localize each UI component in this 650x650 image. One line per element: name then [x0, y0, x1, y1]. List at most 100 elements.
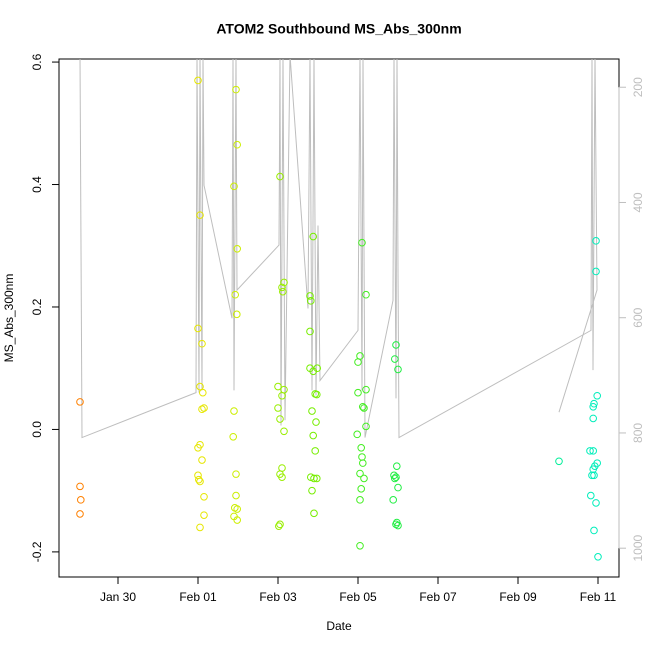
plot-frame	[58, 58, 620, 578]
y-tick-label: 0.2	[30, 298, 44, 315]
point	[392, 341, 400, 349]
point	[590, 399, 598, 408]
point	[589, 402, 598, 411]
point	[306, 292, 314, 300]
point	[77, 496, 85, 504]
point	[391, 355, 399, 363]
point	[312, 418, 320, 426]
point	[278, 283, 286, 292]
point	[232, 491, 240, 500]
point	[590, 526, 598, 535]
x-axis-label: Date	[326, 619, 352, 633]
point	[274, 404, 282, 412]
point	[356, 496, 364, 504]
y-tick-label: 0.6	[30, 53, 44, 70]
plot-area	[76, 59, 602, 561]
point	[195, 475, 203, 484]
point	[313, 364, 322, 373]
point	[357, 485, 366, 493]
point	[593, 391, 602, 400]
point	[594, 552, 602, 561]
depth-line	[79, 59, 598, 439]
point	[198, 339, 206, 348]
point	[310, 474, 318, 483]
point	[394, 483, 402, 492]
x-tick-label: Feb 11	[580, 590, 617, 604]
y2-tick-label: 200	[631, 77, 645, 97]
point	[279, 287, 287, 296]
point	[276, 415, 284, 423]
point	[198, 456, 206, 464]
point	[394, 521, 402, 530]
point	[308, 407, 316, 415]
point	[311, 447, 320, 455]
point	[393, 462, 401, 470]
point	[199, 388, 207, 397]
point	[194, 324, 202, 333]
point	[592, 267, 600, 276]
point	[194, 444, 202, 452]
y-tick-label: -0.2	[30, 541, 44, 562]
y-tick-label: 0.0	[30, 421, 44, 438]
point	[276, 172, 284, 181]
point	[359, 402, 367, 411]
point	[200, 492, 208, 501]
point	[231, 290, 239, 299]
point	[274, 382, 282, 391]
point	[233, 140, 241, 149]
chart-title: ATOM2 Southbound MS_Abs_300nm	[216, 21, 461, 37]
point	[359, 459, 367, 467]
point	[353, 430, 362, 439]
y2-tick-label: 1000	[631, 535, 645, 562]
y2-tick-label: 800	[631, 423, 645, 443]
point	[200, 511, 208, 519]
x-tick-label: Feb 01	[179, 590, 217, 604]
point	[196, 523, 204, 532]
point	[362, 385, 370, 394]
point	[233, 516, 241, 524]
point	[389, 496, 398, 504]
point	[356, 541, 364, 550]
point	[233, 310, 241, 319]
point	[590, 471, 598, 480]
x-tick-label: Feb 03	[259, 590, 297, 604]
point	[392, 520, 400, 529]
point	[587, 491, 595, 500]
point	[229, 432, 237, 441]
point	[232, 470, 240, 478]
point	[200, 404, 208, 412]
point	[592, 499, 600, 507]
point	[230, 182, 238, 191]
point	[391, 474, 399, 483]
point	[232, 85, 240, 94]
point	[76, 398, 84, 406]
point	[307, 297, 315, 305]
point	[586, 447, 594, 455]
point	[194, 76, 202, 85]
point	[589, 447, 598, 455]
point	[278, 464, 286, 472]
point	[276, 520, 284, 529]
point	[394, 365, 402, 374]
point	[356, 469, 364, 478]
point	[230, 407, 238, 415]
point	[589, 414, 598, 423]
point	[76, 510, 84, 518]
point	[392, 473, 400, 481]
point	[354, 388, 362, 397]
point	[196, 477, 204, 486]
y-tick-label: 0.4	[30, 176, 44, 193]
y2-tick-label: 600	[631, 307, 645, 327]
point	[278, 473, 286, 481]
point	[306, 327, 314, 336]
point	[360, 474, 368, 483]
point	[198, 405, 206, 414]
point	[592, 237, 600, 245]
point	[233, 505, 241, 513]
point	[593, 459, 602, 467]
point	[360, 404, 368, 412]
point	[362, 290, 370, 299]
point	[588, 471, 596, 480]
x-tick-label: Feb 09	[499, 590, 537, 604]
